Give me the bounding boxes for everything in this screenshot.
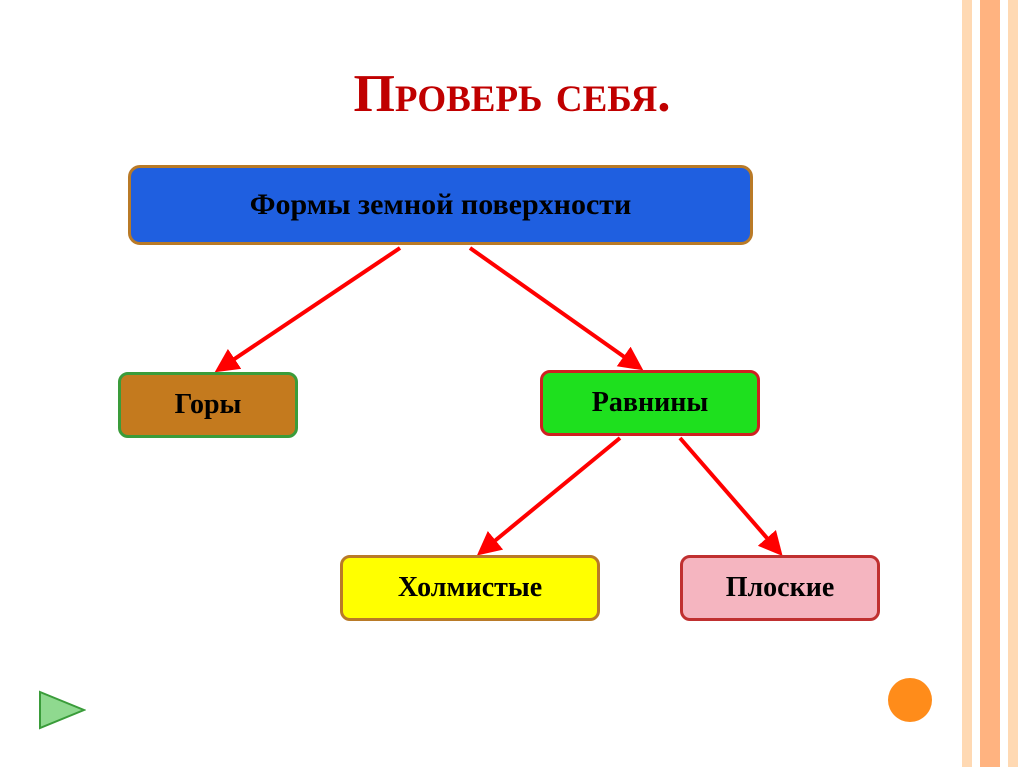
- node-root: Формы земной поверхности: [128, 165, 753, 245]
- accent-dot: [888, 678, 932, 722]
- slide-title: Проверь себя.: [0, 62, 1024, 124]
- slide-canvas: Проверь себя. Формы земной поверхности Го…: [0, 0, 1024, 767]
- next-slide-button[interactable]: [38, 690, 86, 730]
- node-label: Формы земной поверхности: [250, 188, 632, 222]
- node-label: Горы: [175, 389, 242, 421]
- node-hilly: Холмистые: [340, 555, 600, 621]
- node-flat: Плоские: [680, 555, 880, 621]
- node-plains: Равнины: [540, 370, 760, 436]
- node-label: Плоские: [726, 572, 835, 604]
- node-label: Холмистые: [398, 572, 542, 604]
- node-mountains: Горы: [118, 372, 298, 438]
- node-label: Равнины: [592, 387, 708, 419]
